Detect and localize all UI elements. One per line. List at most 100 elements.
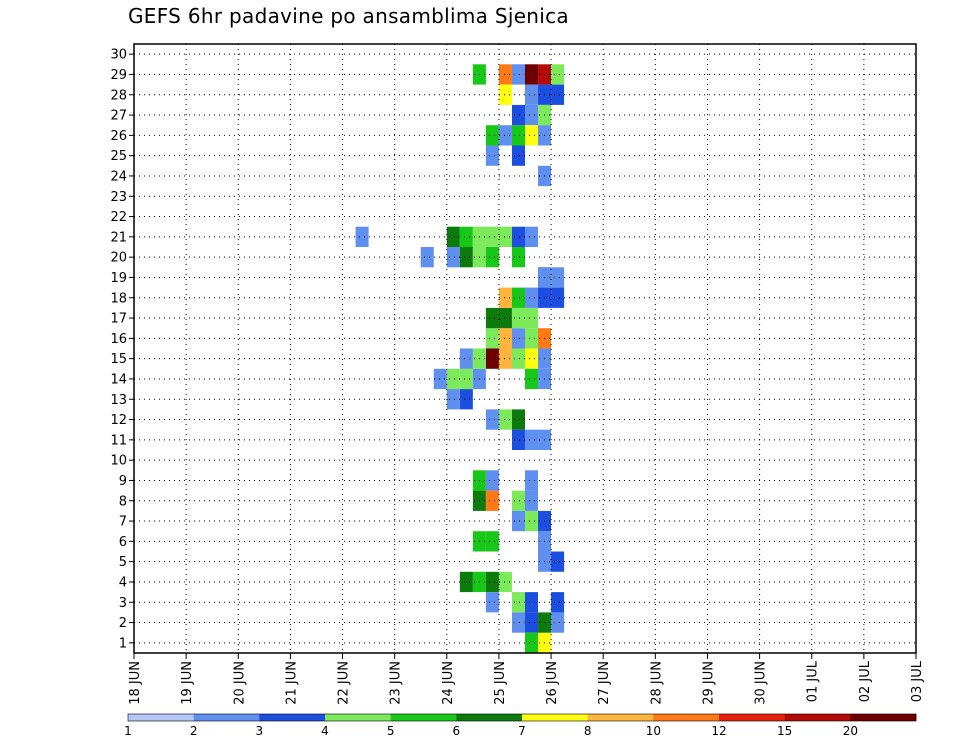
y-tick-label: 6 <box>119 535 127 550</box>
data-cell <box>511 104 525 126</box>
data-cell <box>498 125 512 146</box>
data-cell <box>551 612 565 633</box>
y-tick-label: 27 <box>110 109 127 124</box>
data-cell <box>511 490 525 511</box>
y-tick-label: 13 <box>110 393 127 408</box>
x-tick-label: 27 JUN <box>597 661 612 705</box>
data-cell <box>511 429 525 450</box>
data-cell <box>485 328 499 349</box>
x-tick-label: 03 JUL <box>910 660 925 702</box>
x-tick-label: 26 JUN <box>545 661 560 705</box>
y-tick-label: 8 <box>119 494 127 509</box>
data-cell <box>525 429 539 450</box>
data-cell <box>525 470 539 491</box>
y-tick-label: 29 <box>110 68 127 83</box>
y-tick-label: 15 <box>110 352 127 367</box>
x-tick-label: 20 JUN <box>232 661 247 705</box>
y-tick-label: 20 <box>110 251 127 266</box>
legend-swatch <box>784 714 851 721</box>
y-tick-label: 22 <box>110 210 127 225</box>
legend-label: 6 <box>453 724 461 738</box>
legend-label: 2 <box>190 724 198 738</box>
y-tick-label: 17 <box>110 312 127 327</box>
y-tick-label: 16 <box>110 332 127 347</box>
data-cell <box>525 328 539 349</box>
y-tick-label: 18 <box>110 291 127 306</box>
data-cell <box>525 348 539 369</box>
y-tick-label: 9 <box>119 474 127 489</box>
legend-label: 20 <box>843 724 858 738</box>
data-cell <box>511 510 525 532</box>
data-cell <box>511 348 525 369</box>
data-cell <box>498 409 512 430</box>
plot-frame <box>133 43 917 654</box>
legend-label: 3 <box>256 724 264 738</box>
data-cell <box>525 125 539 146</box>
legend-swatch <box>456 714 523 721</box>
data-cell <box>525 84 539 105</box>
legend-label: 4 <box>321 724 329 738</box>
data-cell <box>511 64 525 85</box>
data-cell <box>485 307 499 329</box>
data-cell <box>551 64 565 85</box>
data-cell <box>498 348 512 369</box>
legend-frame <box>127 713 917 722</box>
data-cell <box>459 226 473 247</box>
legend-swatch <box>653 714 720 721</box>
data-cell <box>511 592 525 613</box>
data-cell <box>498 571 512 593</box>
y-tick-label: 14 <box>110 372 127 387</box>
data-cell <box>511 612 525 633</box>
data-cell <box>498 84 512 105</box>
data-cell <box>485 571 499 593</box>
y-tick-label: 28 <box>110 88 127 103</box>
data-cell <box>525 592 539 613</box>
data-cell <box>498 226 512 247</box>
data-cell <box>511 328 525 349</box>
legend-swatch <box>587 714 654 721</box>
data-cell <box>459 389 473 410</box>
y-tick-label: 3 <box>119 596 127 611</box>
legend-swatch <box>719 714 785 721</box>
y-tick-label: 19 <box>110 271 127 286</box>
data-cell <box>525 632 539 653</box>
axes-layer: 1234567891011121314151617181920212223242… <box>110 43 925 705</box>
data-cell <box>446 247 460 268</box>
y-tick-label: 10 <box>110 454 127 469</box>
y-tick-label: 1 <box>119 636 127 651</box>
data-cell <box>485 490 499 511</box>
legend-label: 8 <box>584 724 592 738</box>
data-cell <box>525 104 539 126</box>
data-cell <box>485 531 499 552</box>
x-tick-label: 24 JUN <box>441 661 456 705</box>
data-cell <box>498 307 512 329</box>
legend-swatch <box>325 714 391 721</box>
data-cell <box>446 368 460 390</box>
data-cell <box>511 145 525 166</box>
data-cell <box>511 287 525 308</box>
legend-swatch <box>128 714 194 721</box>
data-cell <box>485 348 499 369</box>
y-tick-label: 26 <box>110 129 127 144</box>
data-cell <box>551 267 565 288</box>
y-tick-label: 11 <box>110 433 127 448</box>
data-cell <box>485 226 499 247</box>
legend-label: 1 <box>124 724 132 738</box>
x-tick-label: 29 JUN <box>701 661 716 705</box>
y-tick-label: 2 <box>119 616 127 631</box>
x-tick-label: 23 JUN <box>389 661 404 705</box>
x-tick-label: 22 JUN <box>337 661 352 705</box>
data-cell <box>485 409 499 430</box>
data-cell <box>525 368 539 390</box>
data-cell <box>485 247 499 268</box>
x-tick-label: 28 JUN <box>649 661 664 705</box>
chart-title: GEFS 6hr padavine po ansamblima Sjenica <box>128 4 569 28</box>
x-tick-label: 01 JUL <box>806 660 821 702</box>
x-tick-label: 30 JUN <box>754 661 769 705</box>
data-cell <box>551 287 565 308</box>
y-tick-label: 23 <box>110 190 127 205</box>
data-cell <box>446 389 460 410</box>
data-cell <box>485 592 499 613</box>
legend-label: 12 <box>711 724 726 738</box>
data-cell <box>459 247 473 268</box>
